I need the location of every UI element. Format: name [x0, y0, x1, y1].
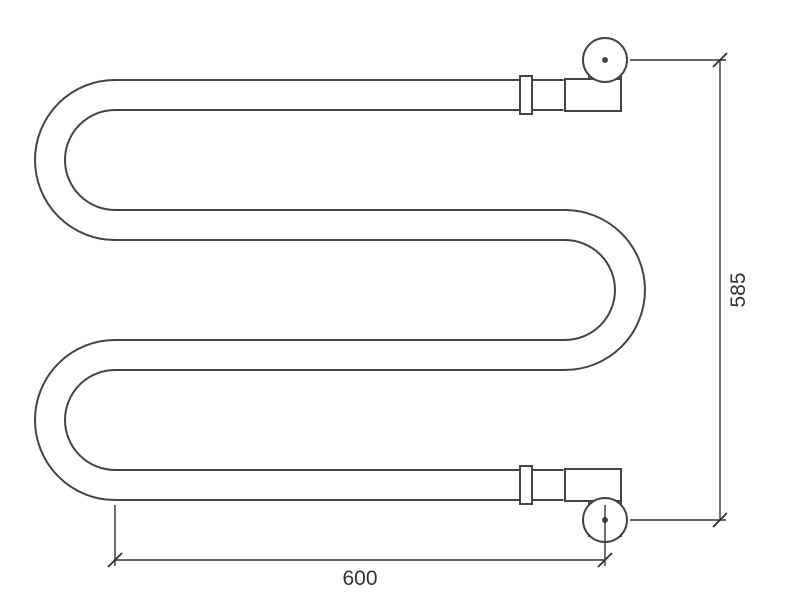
dimension-height-value: 585 — [727, 272, 750, 307]
technical-drawing: 600 585 — [0, 0, 800, 600]
dimension-width-value: 600 — [342, 567, 377, 590]
serpentine-pipe — [50, 76, 630, 504]
dimension-lines: 600 585 — [108, 53, 750, 590]
